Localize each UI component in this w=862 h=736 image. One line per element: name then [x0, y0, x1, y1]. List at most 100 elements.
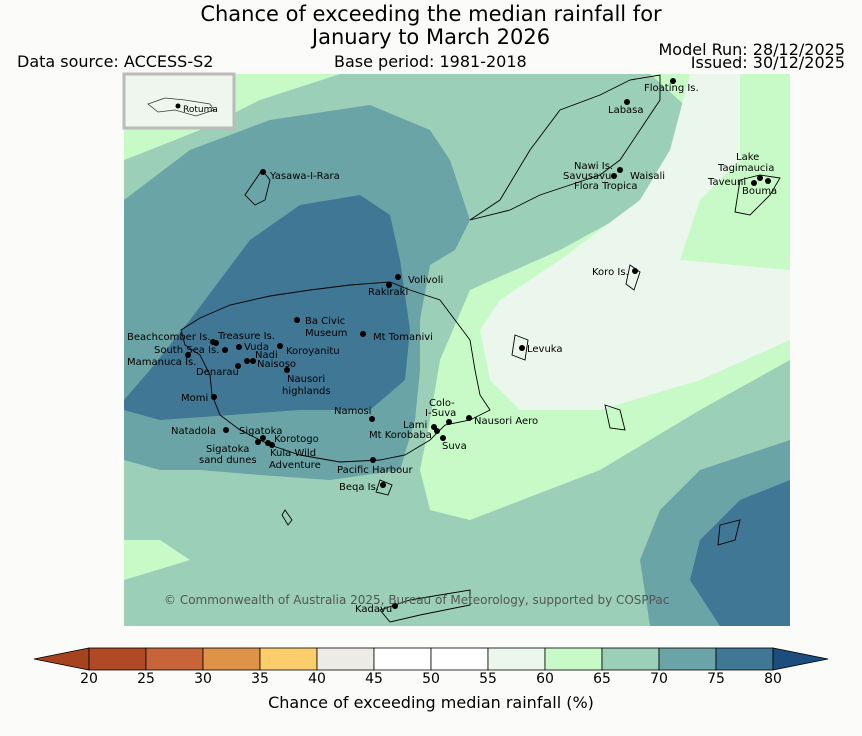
marker-taveuni [757, 175, 763, 181]
colorbar-segment [373, 647, 432, 671]
colorbar-segment [202, 647, 261, 671]
label-koroyanitu: Koroyanitu [286, 346, 340, 357]
label-ba-civic: Ba Civic [305, 316, 345, 327]
gau-coast [604, 404, 626, 431]
colorbar-tick-label: 50 [422, 671, 440, 687]
label-treasure: Treasure Is. [217, 331, 275, 342]
colorbar-segment [430, 647, 489, 671]
zone-60-65-sw [124, 540, 190, 580]
colorbar-extend-high [772, 647, 829, 671]
label-nausori-aero: Nausori Aero [474, 416, 538, 427]
marker-volivoli [395, 274, 401, 280]
label-floating-is: Floating Is. [644, 83, 699, 94]
label-flora-tropica: Flora Tropica [574, 181, 637, 192]
base-period-label: Base period: 1981-2018 [334, 52, 527, 71]
marker-beqa [380, 482, 386, 488]
colorbar-segment [715, 647, 774, 671]
colorbar-segment [601, 647, 660, 671]
colorbar-tick-label: 30 [194, 671, 212, 687]
label-nawi-is: Nawi Is. [574, 161, 613, 172]
label-sigatoka: Sigatoka [239, 426, 282, 437]
zone-60-65 [124, 74, 790, 520]
colorbar-tick-label: 60 [536, 671, 554, 687]
marker-pacific-harbour [370, 457, 376, 463]
marker-nausori-aero [466, 415, 472, 421]
label-labasa: Labasa [608, 105, 644, 116]
yasawa-coast [244, 169, 271, 206]
label-kadavu: Kadavu [355, 604, 392, 615]
label-koro: Koro Is. [592, 267, 629, 278]
colorbar-tick-label: 20 [80, 671, 98, 687]
marker-sigatoka [260, 435, 266, 441]
colorbar-tick-label: 75 [707, 671, 725, 687]
label-beachcomber: Beachcomber Is. [127, 332, 210, 343]
colorbar-tick-label: 70 [650, 671, 668, 687]
label-korotogo: Korotogo [274, 434, 319, 445]
rotuma-label: Rotuma [183, 105, 218, 115]
marker-mt-korobaba [434, 428, 440, 434]
marker-floating-is [670, 78, 676, 84]
colorbar-segment [316, 647, 375, 671]
marker-labasa [624, 99, 630, 105]
colorbar-segment [259, 647, 318, 671]
marker-denarau [235, 363, 241, 369]
marker-lake-tagimaucia [751, 180, 757, 186]
copyright-notice: © Commonwealth of Australia 2025, Bureau… [164, 593, 669, 607]
label-vuda: Vuda [244, 342, 269, 353]
marker-yasawa [260, 169, 266, 175]
matuku-coast [717, 519, 741, 546]
label-beqa: Beqa Is. [339, 482, 379, 493]
label-lami: Lami [403, 420, 427, 431]
colorbar-segment [658, 647, 717, 671]
marker-momi [211, 394, 217, 400]
label-waisali: Waisali [630, 171, 665, 182]
marker-naisoso [250, 358, 256, 364]
label-yasawa: Yasawa-I-Rara [269, 171, 340, 182]
marker-treasure [213, 340, 219, 346]
colorbar-segment [487, 647, 546, 671]
label-momi: Momi [181, 393, 208, 404]
marker-sigatoka-dunes [255, 439, 261, 445]
label-mt-tomanivi: Mt Tomanivi [373, 332, 433, 343]
label-lake: Lake [736, 152, 759, 163]
label-naisoso: Naisoso [257, 359, 296, 370]
zone-55-60 [480, 74, 790, 410]
colorbar-segment [145, 647, 204, 671]
colorbar-title: Chance of exceeding median rainfall (%) [268, 693, 594, 712]
label-bouma: Bouma [742, 186, 777, 197]
label-colo: Colo- [429, 398, 455, 409]
label-taveuni: Taveuni [707, 177, 746, 188]
marker-vuda [236, 344, 242, 350]
colorbar-tick-label: 80 [764, 671, 782, 687]
label-sigatoka-2: Sigatoka [206, 444, 249, 455]
marker-ba [294, 317, 300, 323]
zone-75-80-se [690, 480, 790, 626]
colorbar-tick-label: 25 [137, 671, 155, 687]
marker-namosi [369, 416, 375, 422]
label-tagimaucia: Tagimaucia [717, 163, 774, 174]
colorbar-segment [544, 647, 603, 671]
zone-75-80 [124, 195, 410, 420]
label-namosi: Namosi [334, 406, 371, 417]
marker-south-sea [222, 347, 228, 353]
colorbar [33, 647, 829, 671]
vanua-levu-coast [469, 74, 661, 221]
title-line-2: January to March 2026 [311, 25, 551, 49]
marker-colo-i-suva [446, 419, 452, 425]
label-rakiraki: Rakiraki [368, 287, 408, 298]
marker-bouma [765, 178, 771, 184]
label-highlands: highlands [282, 386, 331, 397]
label-suva: Suva [442, 441, 467, 452]
marker-kadavu [392, 603, 398, 609]
label-natadola: Natadola [171, 426, 216, 437]
label-denarau: Denarau [196, 367, 239, 378]
place-markers [185, 78, 771, 609]
marker-suva [440, 435, 446, 441]
colorbar-extend-low [33, 647, 90, 671]
colorbar-tick-label: 40 [308, 671, 326, 687]
label-volivoli: Volivoli [408, 275, 443, 286]
label-pacific-harbour: Pacific Harbour [337, 465, 414, 476]
label-nadi: Nadi [255, 350, 278, 361]
colorbar-tick-label: 65 [593, 671, 611, 687]
